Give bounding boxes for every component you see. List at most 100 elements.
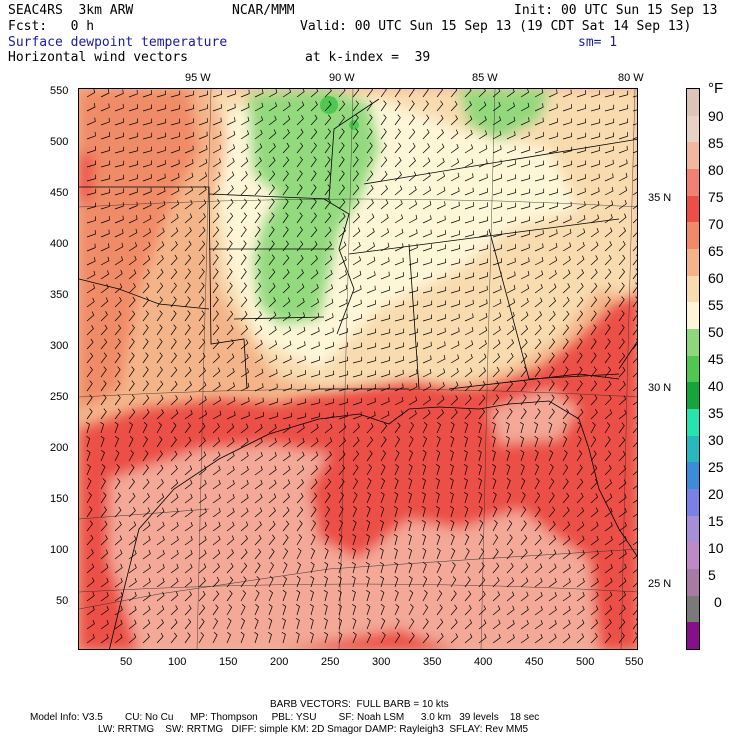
- wind-barb: [170, 104, 181, 112]
- wind-barb: [282, 506, 290, 518]
- wind-barb: [352, 285, 362, 294]
- wind-barb: [184, 409, 193, 420]
- wind-barb: [366, 314, 376, 322]
- wind-barb: [128, 255, 137, 266]
- wind-barb: [310, 170, 317, 182]
- wind-barb: [590, 619, 599, 630]
- y-tick-label: 200: [50, 442, 69, 454]
- wind-barb: [240, 268, 247, 280]
- wind-barb: [226, 465, 235, 476]
- wind-barb: [142, 187, 152, 196]
- wind-barb: [520, 311, 529, 322]
- colorbar-label: 80: [708, 162, 724, 178]
- wind-barb: [492, 619, 501, 630]
- wind-barb: [296, 212, 303, 224]
- wind-barb: [254, 368, 264, 378]
- wind-barb: [534, 174, 545, 182]
- wind-barb: [142, 366, 149, 378]
- wind-barb: [520, 619, 529, 630]
- wind-barb: [254, 339, 263, 350]
- wind-barb: [492, 353, 501, 364]
- wind-barb: [632, 109, 637, 112]
- wind-barb: [394, 89, 401, 98]
- wind-barb: [562, 242, 572, 252]
- y-tick-label: 100: [50, 544, 69, 556]
- wind-barb: [632, 591, 637, 602]
- wind-barb: [240, 465, 249, 476]
- wind-barb: [254, 562, 261, 574]
- wind-barb: [128, 394, 135, 406]
- wind-barb: [407, 492, 412, 504]
- wind-barb: [394, 422, 401, 434]
- wind-barb: [464, 548, 470, 560]
- wind-barb: [114, 297, 122, 308]
- wind-barb: [394, 314, 405, 322]
- wind-barb: [310, 156, 317, 168]
- wind-barb: [184, 451, 192, 462]
- wind-barb: [310, 492, 318, 504]
- wind-barb: [254, 521, 262, 532]
- colorbar-segment: [687, 222, 699, 250]
- wind-barb: [394, 436, 401, 448]
- wind-barb: [324, 212, 332, 224]
- wind-barb: [548, 394, 555, 406]
- wind-barb: [296, 128, 304, 140]
- wind-barb: [520, 89, 530, 98]
- colorbar-label: 5: [708, 567, 716, 583]
- wind-barb: [632, 582, 637, 588]
- wind-barb: [590, 200, 600, 210]
- wind-barb: [435, 505, 440, 518]
- wind-barb: [198, 437, 206, 448]
- wind-barb: [590, 146, 600, 154]
- wind-barb: [324, 89, 332, 98]
- wind-barb: [422, 422, 428, 434]
- wind-barb: [590, 160, 600, 168]
- wind-barb: [618, 132, 628, 140]
- wind-barb: [548, 577, 557, 588]
- wind-barb: [604, 104, 615, 112]
- wind-barb: [282, 283, 290, 294]
- wind-barb: [268, 102, 278, 112]
- state-border: [79, 508, 210, 520]
- wind-barb: [296, 198, 303, 210]
- wind-barb: [128, 215, 138, 224]
- wind-barb: [296, 562, 302, 574]
- wind-barb: [604, 605, 613, 616]
- wind-barb: [100, 520, 108, 532]
- wind-barb: [240, 437, 249, 448]
- wind-barb: [352, 128, 359, 140]
- wind-barb: [338, 114, 345, 126]
- wind-barb: [226, 296, 233, 308]
- wind-barb: [282, 115, 291, 126]
- wind-barb: [114, 464, 120, 476]
- wind-barb: [296, 590, 301, 602]
- wind-barb: [506, 160, 516, 168]
- wind-barb: [562, 521, 571, 532]
- wind-barb: [156, 282, 164, 294]
- wind-barb: [366, 300, 376, 308]
- wind-barb: [170, 409, 179, 420]
- wind-barb: [268, 325, 277, 336]
- wind-barb: [492, 464, 497, 476]
- wind-barb: [618, 199, 627, 210]
- wind-barb: [618, 409, 627, 420]
- wind-barb: [282, 226, 289, 238]
- wind-barb: [268, 590, 274, 602]
- wind-barb: [142, 633, 150, 644]
- wind-barb: [100, 174, 111, 182]
- wind-barb: [492, 491, 497, 504]
- wind-barb: [436, 450, 441, 462]
- wind-barb: [295, 604, 300, 616]
- wind-barb: [268, 465, 277, 476]
- wind-barb: [212, 90, 222, 98]
- wind-barb: [198, 213, 206, 224]
- wind-barb: [212, 576, 220, 588]
- colorbar-segment: [687, 302, 699, 330]
- wind-barb: [590, 507, 599, 518]
- wind-barb: [366, 397, 376, 406]
- wind-barb: [100, 380, 107, 392]
- wind-barb: [366, 632, 372, 644]
- wind-barb: [562, 338, 569, 350]
- wind-barb: [156, 591, 165, 602]
- wind-barb: [352, 314, 362, 322]
